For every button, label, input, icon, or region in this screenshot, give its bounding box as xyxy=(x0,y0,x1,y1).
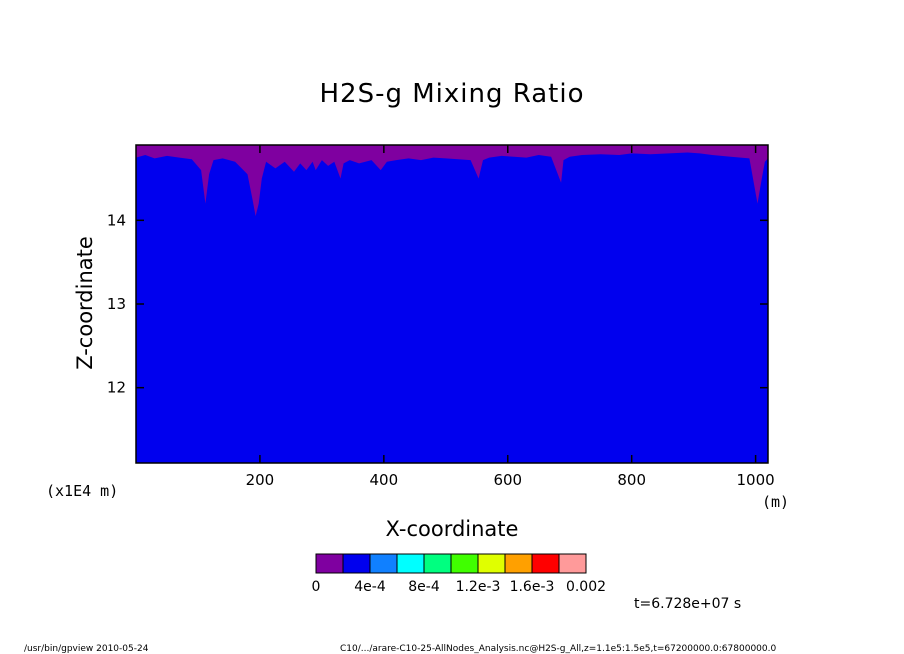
colorbar-label: 1.6e-3 xyxy=(510,579,555,595)
x-axis-title: X-coordinate xyxy=(386,517,519,541)
footer-left: /usr/bin/gpview 2010-05-24 xyxy=(24,644,149,654)
colorbar-swatch xyxy=(531,553,560,574)
colorbar-swatch xyxy=(504,553,533,574)
y-axis-title: Z-coordinate xyxy=(73,236,97,370)
colorbar-label: 0.002 xyxy=(566,579,606,595)
x-tick-label: 600 xyxy=(493,471,522,489)
colorbar-swatch xyxy=(477,553,506,574)
x-axis-unit: (m) xyxy=(762,493,789,511)
x-tick-label: 1000 xyxy=(737,471,775,489)
colorbar-swatch xyxy=(558,553,587,574)
y-tick-label: 13 xyxy=(107,295,126,313)
y-tick-label: 12 xyxy=(107,379,126,397)
colorbar-label: 1.2e-3 xyxy=(456,579,501,595)
colorbar-swatch xyxy=(315,553,344,574)
colorbar-swatch xyxy=(423,553,452,574)
colorbar-label: 8e-4 xyxy=(408,579,440,595)
x-tick-label: 400 xyxy=(370,471,399,489)
chart-title: H2S-g Mixing Ratio xyxy=(319,79,584,109)
colorbar-swatch xyxy=(342,553,371,574)
x-tick-label: 800 xyxy=(617,471,646,489)
x-axis: 200 400 600 800 1000 xyxy=(246,145,775,489)
x-tick-label: 200 xyxy=(246,471,275,489)
y-tick-label: 14 xyxy=(107,211,126,229)
plot-area xyxy=(135,144,769,464)
colorbar-swatch xyxy=(396,553,425,574)
y-axis: 12 13 14 xyxy=(107,211,768,397)
time-label: t=6.728e+07 s xyxy=(634,596,741,612)
colorbar-swatch xyxy=(450,553,479,574)
colorbar-swatch xyxy=(369,553,398,574)
colorbar-label: 4e-4 xyxy=(354,579,386,595)
colorbar: 0 4e-4 8e-4 1.2e-3 1.6e-3 0.002 xyxy=(312,553,606,595)
colorbar-label: 0 xyxy=(312,579,321,595)
main-fill-region xyxy=(136,152,768,463)
y-axis-unit: (x1E4 m) xyxy=(46,482,118,500)
footer-right: C10/.../arare-C10-25-AllNodes_Analysis.n… xyxy=(340,644,776,654)
